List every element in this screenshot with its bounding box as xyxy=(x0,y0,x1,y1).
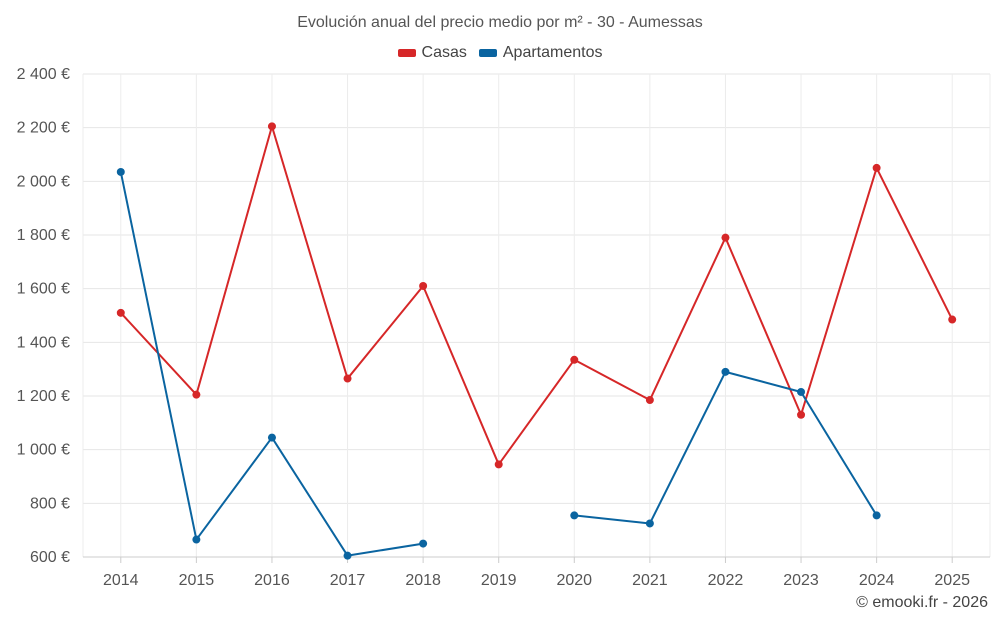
credit-text: © emooki.fr - 2026 xyxy=(856,594,988,611)
x-tick-label: 2015 xyxy=(179,572,215,589)
legend-item-apartamentos[interactable]: Apartamentos xyxy=(478,44,603,62)
legend-label-casas: Casas xyxy=(421,44,467,61)
y-tick-label: 1 600 € xyxy=(17,281,70,298)
data-point-apartamentos xyxy=(570,511,579,520)
legend-item-casas[interactable]: Casas xyxy=(397,44,467,62)
data-point-casas xyxy=(645,396,654,405)
x-tick-label: 2021 xyxy=(632,572,668,589)
y-tick-label: 1 200 € xyxy=(17,388,70,405)
x-tick-label: 2014 xyxy=(103,572,139,589)
y-tick-label: 2 200 € xyxy=(17,120,70,137)
legend-swatch-apartamentos xyxy=(478,49,497,57)
data-point-casas xyxy=(116,308,125,317)
x-tick-label: 2016 xyxy=(254,572,290,589)
y-tick-label: 2 400 € xyxy=(17,66,70,83)
y-tick-label: 2 000 € xyxy=(17,173,70,190)
data-point-apartamentos xyxy=(872,511,881,520)
chart-title: Evolución anual del precio medio por m² … xyxy=(297,14,703,31)
x-tick-label: 2023 xyxy=(783,572,819,589)
data-point-apartamentos xyxy=(721,367,730,376)
data-point-apartamentos xyxy=(797,387,806,396)
x-tick-label: 2018 xyxy=(405,572,441,589)
data-point-casas xyxy=(570,355,579,364)
data-point-apartamentos xyxy=(192,535,201,544)
data-point-casas xyxy=(948,315,957,324)
series-line-casas xyxy=(120,125,954,466)
y-tick-label: 1 400 € xyxy=(17,334,70,351)
x-tick-label: 2024 xyxy=(859,572,895,589)
data-point-apartamentos xyxy=(343,551,352,560)
data-point-casas xyxy=(721,233,730,242)
data-point-casas xyxy=(343,374,352,383)
y-tick-label: 600 € xyxy=(30,549,70,566)
x-tick-label: 2022 xyxy=(708,572,744,589)
data-point-casas xyxy=(267,122,276,131)
y-tick-label: 1 800 € xyxy=(17,227,70,244)
data-point-casas xyxy=(419,281,428,290)
legend-swatch-casas xyxy=(397,49,416,57)
y-tick-label: 800 € xyxy=(30,495,70,512)
x-tick-label: 2019 xyxy=(481,572,517,589)
y-tick-label: 1 000 € xyxy=(17,442,70,459)
x-tick-label: 2020 xyxy=(556,572,592,589)
data-point-casas xyxy=(872,163,881,172)
data-point-casas xyxy=(192,390,201,399)
data-point-casas xyxy=(494,460,503,469)
data-point-apartamentos xyxy=(267,433,276,442)
data-point-casas xyxy=(797,410,806,419)
legend-label-apartamentos: Apartamentos xyxy=(502,44,603,61)
data-point-apartamentos xyxy=(419,539,428,548)
legend: Casas Apartamentos xyxy=(0,44,1000,62)
data-point-apartamentos xyxy=(645,519,654,528)
data-point-apartamentos xyxy=(116,167,125,176)
x-tick-label: 2025 xyxy=(934,572,970,589)
x-tick-label: 2017 xyxy=(330,572,366,589)
